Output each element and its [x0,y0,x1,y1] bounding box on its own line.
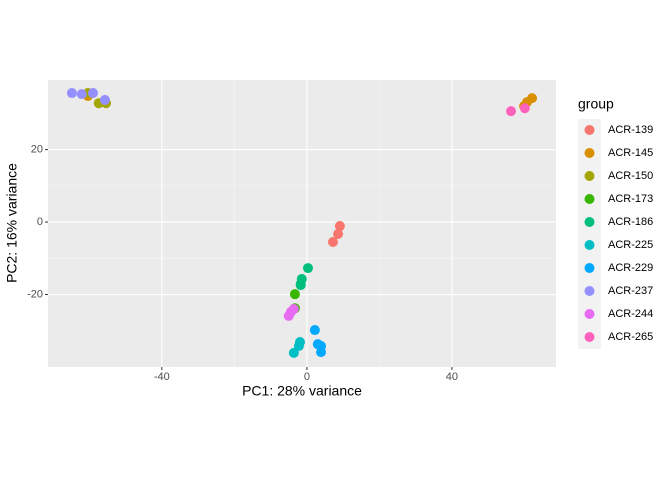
legend-marker [584,332,595,342]
legend-label: ACR-173 [608,193,653,205]
legend-label: ACR-237 [608,285,653,297]
legend-marker [584,309,595,319]
point [328,236,339,247]
legend-marker [584,240,595,250]
legend-marker [584,194,595,204]
legend-marker [584,171,595,181]
x-tick-label: -40 [154,371,170,383]
point [309,325,320,336]
point [333,229,344,240]
y-tick-label: 20 [31,143,43,155]
legend-title: group [578,96,614,112]
legend-marker [584,148,595,158]
y-tick-label: 0 [37,216,43,228]
legend-label: ACR-229 [608,262,653,274]
point [76,89,87,100]
legend-label: ACR-186 [608,216,653,228]
point [288,304,299,315]
point [99,94,110,105]
point [289,289,300,300]
x-tick-label: 40 [446,371,458,383]
legend-marker [584,286,595,296]
point [302,263,313,274]
legend-label: ACR-244 [608,308,653,320]
point [519,103,530,114]
legend-label: ACR-150 [608,170,653,182]
legend-marker [584,125,595,135]
legend-label: ACR-225 [608,239,653,251]
legend-marker [584,263,595,273]
point [316,347,327,358]
panel [48,80,556,367]
point [334,221,345,232]
x-axis-title: PC1: 28% variance [242,383,362,399]
y-axis-title: PC2: 16% variance [4,163,20,283]
legend-label: ACR-145 [608,147,653,159]
legend-label: ACR-265 [608,331,653,343]
x-tick-label: 0 [304,371,310,383]
y-tick-label: -20 [27,288,43,300]
point [295,280,306,291]
point [293,340,304,351]
point [87,88,98,99]
point [506,106,517,117]
point [66,88,77,99]
legend-marker [584,217,595,227]
point [288,347,299,358]
legend-label: ACR-139 [608,124,653,136]
